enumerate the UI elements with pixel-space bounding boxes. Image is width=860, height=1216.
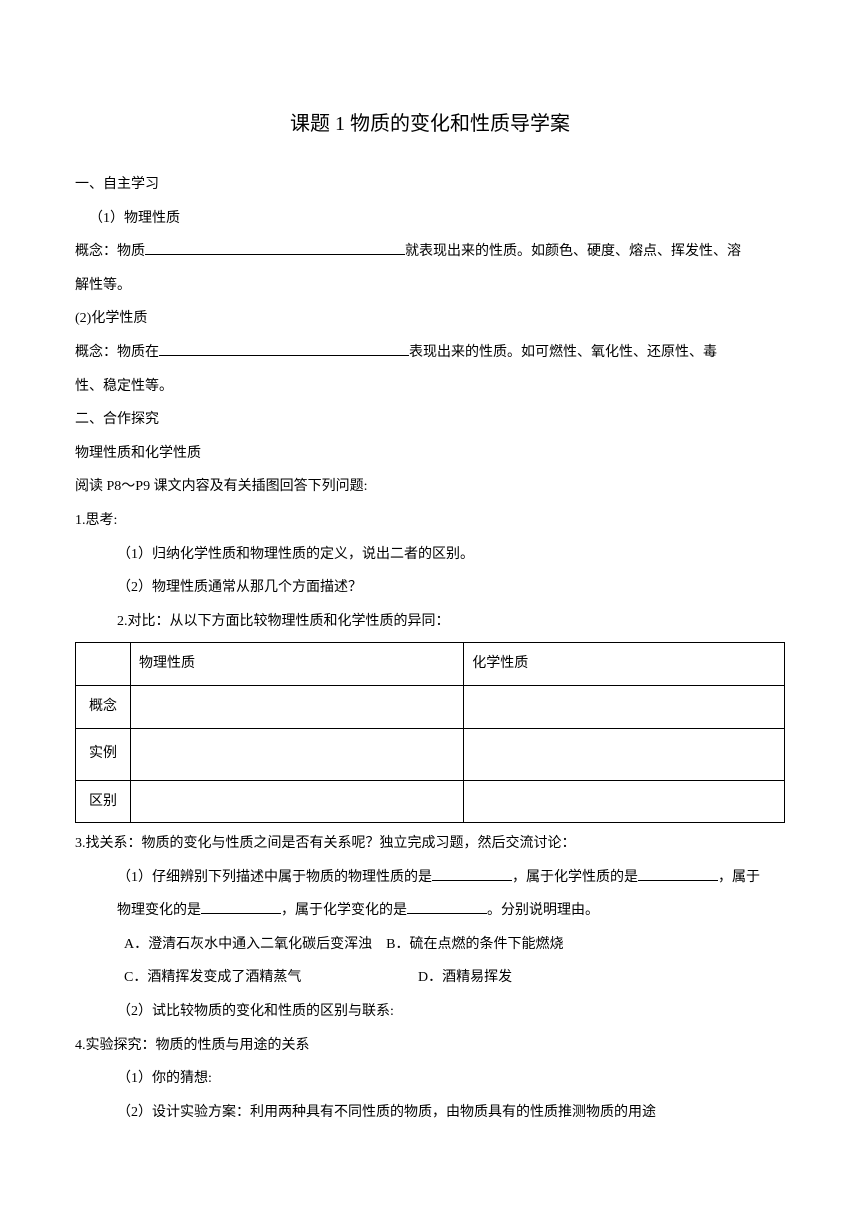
blank-1: [145, 241, 405, 255]
option-d: D．酒精易挥发: [418, 970, 512, 985]
section-2-heading: 二、合作探究: [75, 403, 785, 437]
think-heading: 1.思考:: [75, 504, 785, 538]
q3-1d: 物理变化的是: [117, 903, 201, 918]
option-c: C．酒精挥发变成了酒精蒸气: [124, 970, 301, 985]
concept-2-post: 表现出来的性质。如可燃性、氧化性、还原性、毒: [409, 345, 717, 360]
section-1-heading: 一、自主学习: [75, 168, 785, 202]
relation-heading: 3.找关系：物质的变化与性质之间是否有关系呢？独立完成习题，然后交流讨论：: [75, 827, 785, 861]
page-title: 课题 1 物质的变化和性质导学案: [75, 100, 785, 148]
option-a: A．澄清石灰水中通入二氧化碳后变浑浊: [124, 937, 372, 952]
table-row-example: 实例: [76, 728, 785, 780]
blank-4: [638, 867, 718, 881]
concept-2-pre: 概念：物质在: [75, 345, 159, 360]
chemical-property-label: (2)化学性质: [75, 302, 785, 336]
experiment-item-2: （2）设计实验方案：利用两种具有不同性质的物质，由物质具有的性质推测物质的用途: [75, 1096, 785, 1130]
section-2-line2: 阅读 P8～P9 课文内容及有关插图回答下列问题:: [75, 470, 785, 504]
cell-concept-physical: [131, 685, 464, 728]
row-label-example: 实例: [76, 728, 131, 780]
header-chemical: 化学性质: [464, 643, 785, 686]
blank-6: [407, 900, 487, 914]
think-item-2: （2）物理性质通常从那几个方面描述？: [75, 571, 785, 605]
physical-property-label: （1）物理性质: [75, 202, 785, 236]
q3-1-line1: （1）仔细辨别下列描述中属于物质的物理性质的是 ，属于化学性质的是 ，属于: [75, 861, 785, 895]
concept-1-line: 概念：物质 就表现出来的性质。如颜色、硬度、熔点、挥发性、溶: [75, 235, 785, 269]
row-label-concept: 概念: [76, 685, 131, 728]
compare-heading: 2.对比：从以下方面比较物理性质和化学性质的异同：: [75, 605, 785, 639]
q3-1-line2: 物理变化的是 ，属于化学变化的是 。分别说明理由。: [75, 894, 785, 928]
table-header-row: 物理性质 化学性质: [76, 643, 785, 686]
table-row-difference: 区别: [76, 780, 785, 823]
concept-1-tail: 解性等。: [75, 269, 785, 303]
concept-2-line: 概念：物质在 表现出来的性质。如可燃性、氧化性、还原性、毒: [75, 336, 785, 370]
q3-1c: ，属于: [718, 870, 760, 885]
section-2-line1: 物理性质和化学性质: [75, 437, 785, 471]
think-item-1: （1）归纳化学性质和物理性质的定义，说出二者的区别。: [75, 538, 785, 572]
experiment-heading: 4.实验探究：物质的性质与用途的关系: [75, 1029, 785, 1063]
cell-concept-chemical: [464, 685, 785, 728]
blank-2: [159, 342, 409, 356]
compare-table: 物理性质 化学性质 概念 实例 区别: [75, 642, 785, 823]
concept-1-post: 就表现出来的性质。如颜色、硬度、熔点、挥发性、溶: [405, 244, 741, 259]
options-line-1: A．澄清石灰水中通入二氧化碳后变浑浊 B．硫在点燃的条件下能燃烧: [75, 928, 785, 962]
blank-5: [201, 900, 281, 914]
q3-1e: ，属于化学变化的是: [281, 903, 407, 918]
header-physical: 物理性质: [131, 643, 464, 686]
q3-2: （2）试比较物质的变化和性质的区别与联系:: [75, 995, 785, 1029]
table-row-concept: 概念: [76, 685, 785, 728]
cell-example-physical: [131, 728, 464, 780]
cell-diff-chemical: [464, 780, 785, 823]
cell-diff-physical: [131, 780, 464, 823]
option-b: B．硫在点燃的条件下能燃烧: [386, 937, 563, 952]
q3-1a: （1）仔细辨别下列描述中属于物质的物理性质的是: [117, 870, 432, 885]
row-label-difference: 区别: [76, 780, 131, 823]
experiment-item-1: （1）你的猜想:: [75, 1062, 785, 1096]
cell-example-chemical: [464, 728, 785, 780]
q3-1b: ，属于化学性质的是: [512, 870, 638, 885]
header-empty: [76, 643, 131, 686]
q3-1f: 。分别说明理由。: [487, 903, 599, 918]
concept-1-pre: 概念：物质: [75, 244, 145, 259]
concept-2-tail: 性、稳定性等。: [75, 370, 785, 404]
blank-3: [432, 867, 512, 881]
options-line-2: C．酒精挥发变成了酒精蒸气 D．酒精易挥发: [75, 961, 785, 995]
